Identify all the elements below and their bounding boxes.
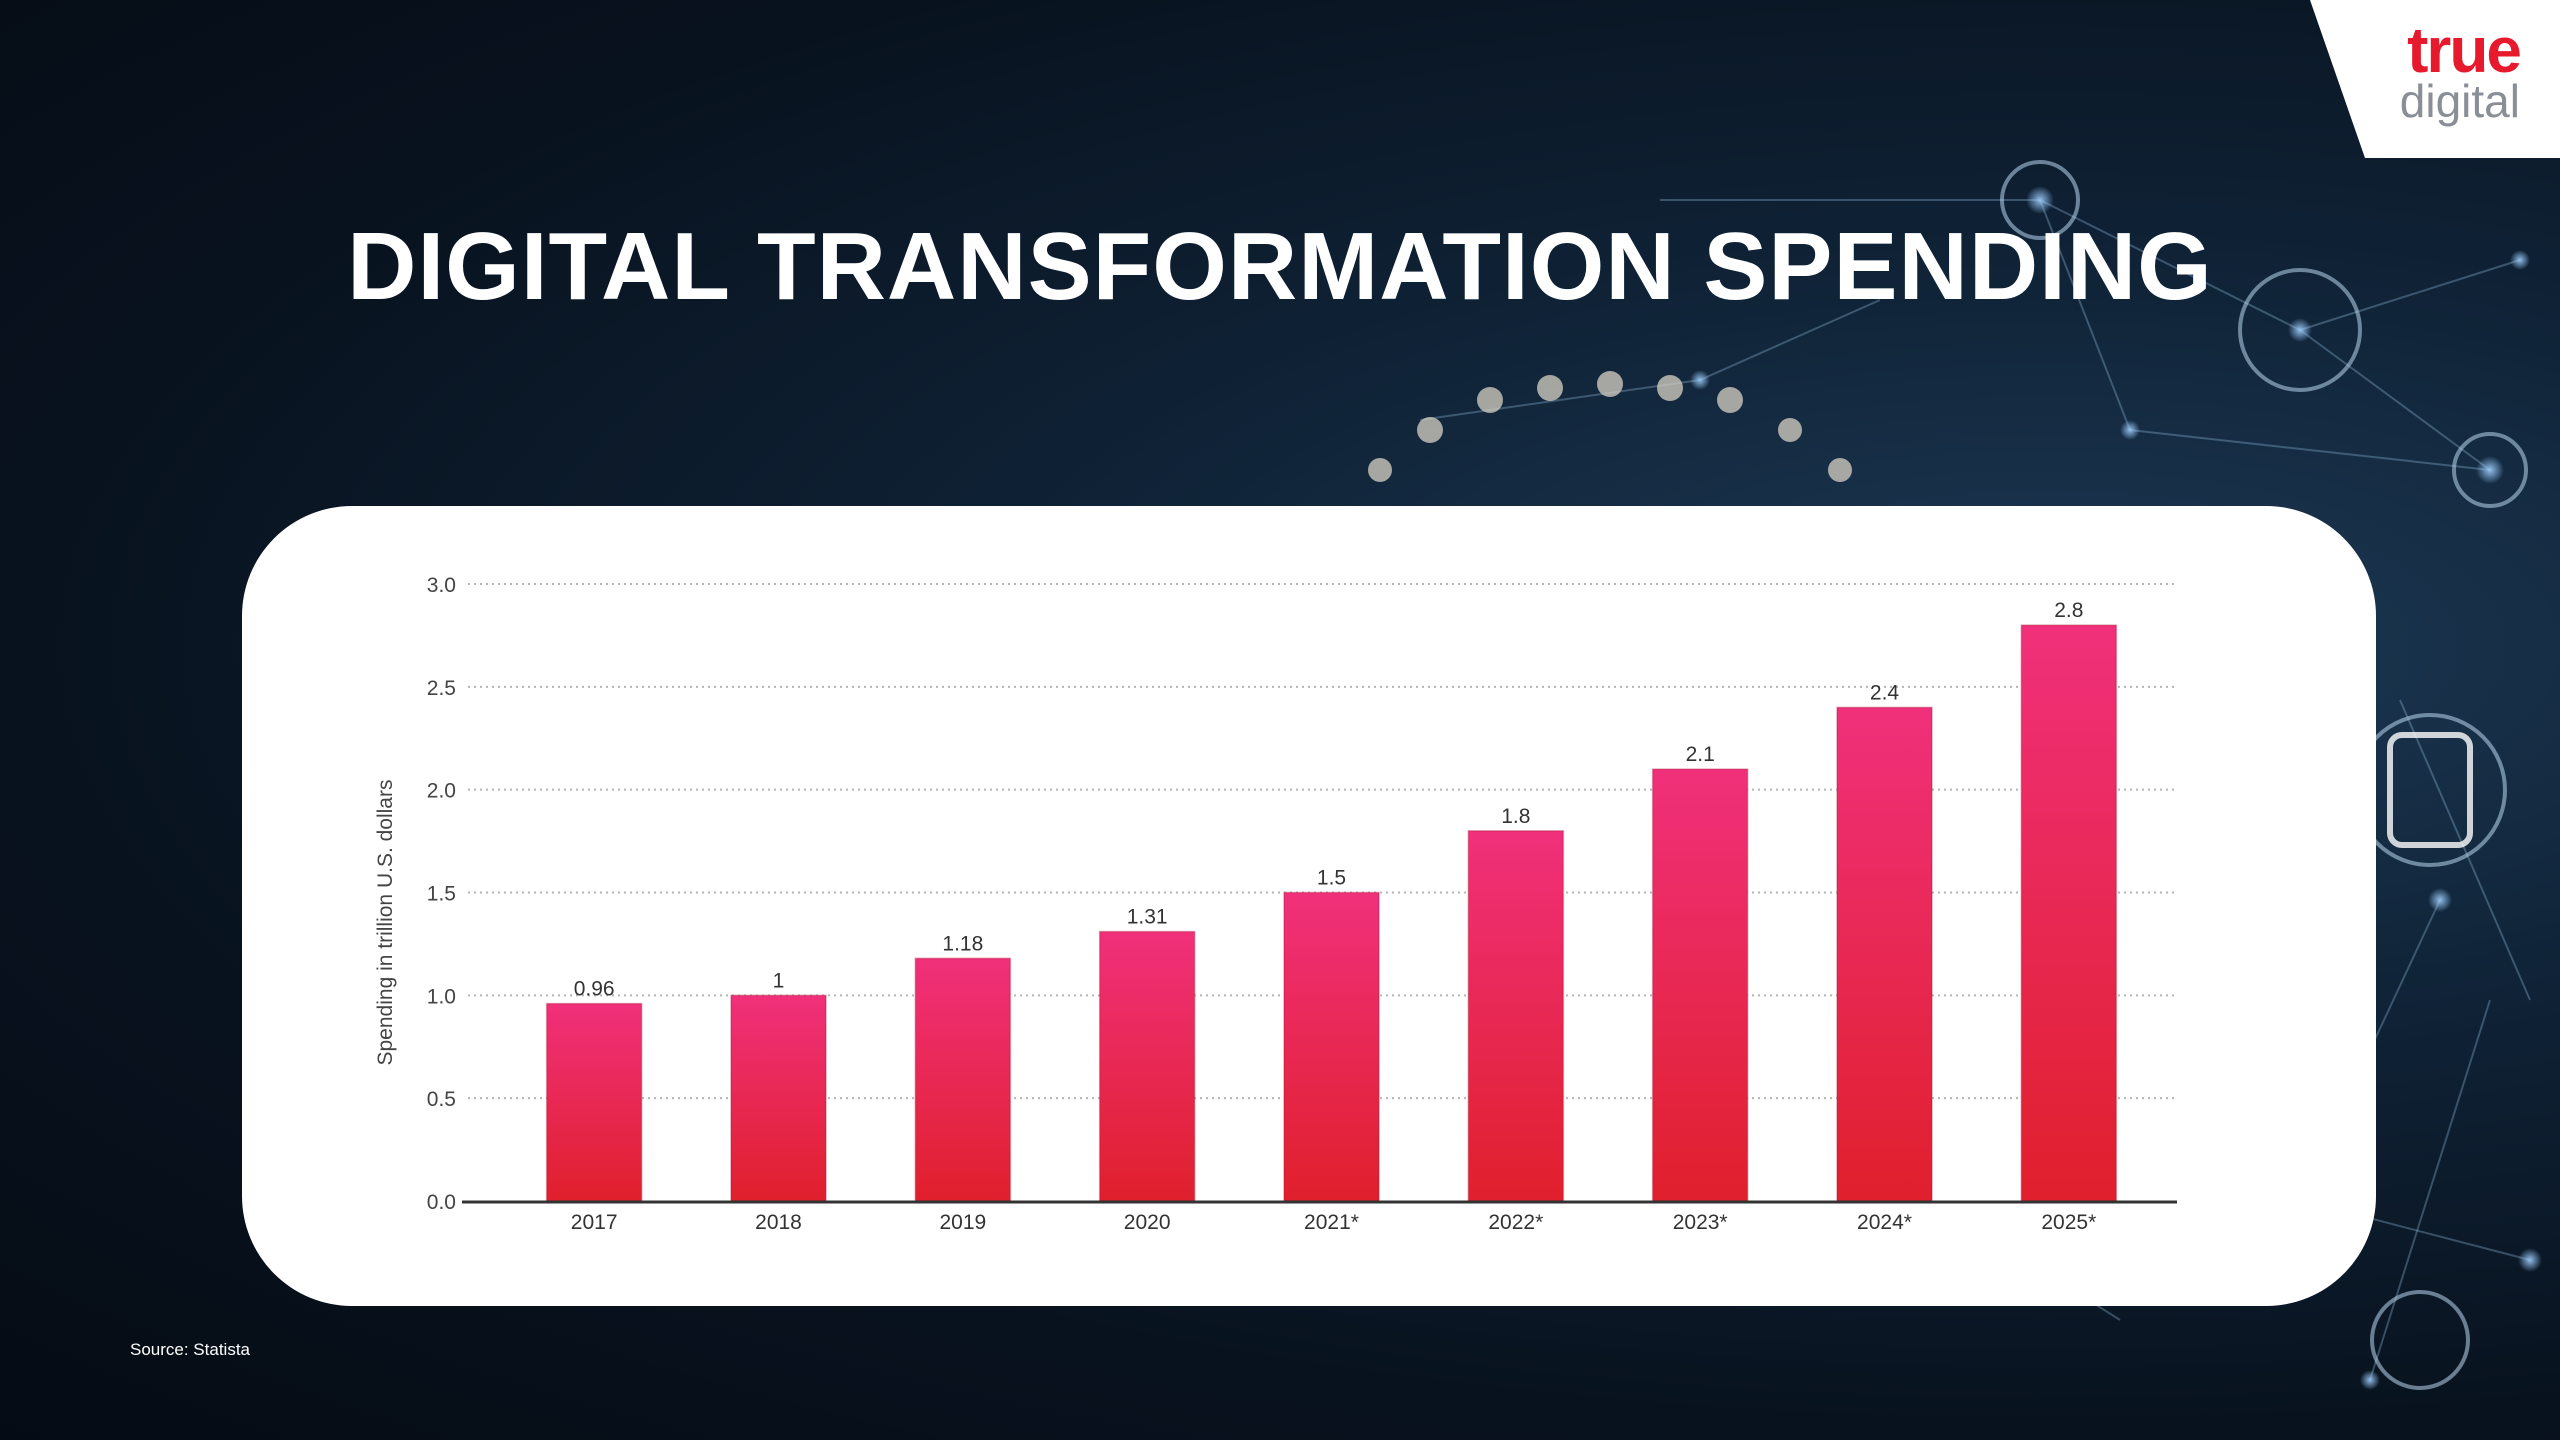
logo-word-true: true bbox=[2407, 14, 2522, 86]
bar-2024 bbox=[1836, 706, 1933, 1202]
bar-value-label: 2.1 bbox=[1686, 743, 1715, 766]
chart-value-labels: 0.96 1 1.18 1.31 1.5 1.8 2.1 2.4 2.8 bbox=[574, 599, 2084, 1000]
bar-value-label: 1 bbox=[773, 969, 785, 992]
x-tick-label: 2017 bbox=[571, 1211, 618, 1234]
logo-word-digital: digital bbox=[2399, 75, 2520, 127]
bar-2017 bbox=[545, 1002, 643, 1202]
chart-card: 0.0 0.5 1.0 1.5 2.0 2.5 3.0 0.96 1 1.18 1.31 1.5 1.… bbox=[242, 506, 2376, 1306]
y-axis-label: Spending in trillion U.S. dollars bbox=[374, 780, 397, 1066]
x-tick-label: 2021* bbox=[1304, 1211, 1359, 1234]
source-note: Source: Statista bbox=[130, 1340, 251, 1359]
bar-value-label: 1.5 bbox=[1317, 867, 1346, 890]
y-tick-label: 3.0 bbox=[427, 574, 456, 597]
page-title: DIGITAL TRANSFORMATION SPENDING bbox=[347, 213, 2213, 320]
y-tick-label: 0.0 bbox=[427, 1191, 456, 1214]
bar-value-label: 2.8 bbox=[2054, 599, 2083, 622]
x-tick-label: 2024* bbox=[1857, 1211, 1912, 1234]
bar-chart: 0.0 0.5 1.0 1.5 2.0 2.5 3.0 0.96 1 1.18 1.31 1.5 1.… bbox=[374, 574, 2177, 1234]
y-axis-ticks: 0.0 0.5 1.0 1.5 2.0 2.5 3.0 bbox=[427, 574, 456, 1214]
x-tick-label: 2025* bbox=[2041, 1211, 2096, 1234]
bar-value-label: 1.8 bbox=[1501, 805, 1530, 828]
chart-bars bbox=[545, 624, 2118, 1202]
bar-2025 bbox=[2020, 624, 2118, 1202]
bar-value-label: 0.96 bbox=[574, 978, 615, 1001]
bar-2023 bbox=[1651, 768, 1749, 1202]
bar-2022 bbox=[1467, 830, 1565, 1202]
bar-2020 bbox=[1098, 930, 1196, 1202]
x-tick-label: 2023* bbox=[1673, 1211, 1728, 1234]
y-tick-label: 2.5 bbox=[427, 677, 456, 700]
bar-2019 bbox=[914, 957, 1012, 1202]
x-axis-ticks: 2017 2018 2019 2020 2021* 2022* 2023* 2024* 2025… bbox=[571, 1211, 2096, 1234]
y-tick-label: 0.5 bbox=[427, 1088, 456, 1111]
bar-value-label: 1.31 bbox=[1127, 906, 1168, 929]
y-tick-label: 1.5 bbox=[427, 883, 456, 906]
y-tick-label: 1.0 bbox=[427, 985, 456, 1008]
bar-2021 bbox=[1283, 891, 1380, 1202]
bar-value-label: 1.18 bbox=[942, 932, 983, 955]
x-tick-label: 2018 bbox=[755, 1211, 802, 1234]
bar-value-label: 2.4 bbox=[1870, 681, 1900, 704]
bar-2018 bbox=[730, 994, 827, 1202]
x-tick-label: 2022* bbox=[1488, 1211, 1543, 1234]
x-tick-label: 2020 bbox=[1124, 1211, 1171, 1234]
x-tick-label: 2019 bbox=[939, 1211, 986, 1234]
y-tick-label: 2.0 bbox=[427, 780, 456, 803]
